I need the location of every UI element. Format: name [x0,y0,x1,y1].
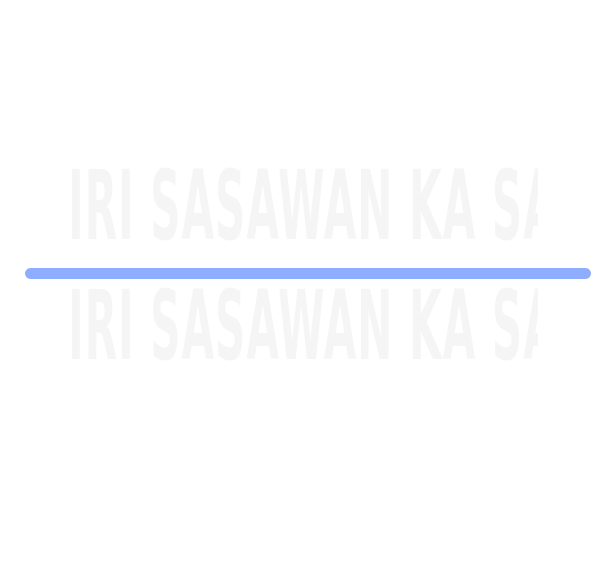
progress-bar-fill [25,268,591,279]
watermark-line-1: IRI SASAWAN KA SANSE RA [68,150,275,262]
faint-watermark-text: IRI SASAWAN KA SANSE RA IRI SASAWAN KA S… [68,150,538,420]
progress-bar [25,268,591,279]
watermark-line-2: IRI SASAWAN KA SANSE RA [68,270,275,382]
